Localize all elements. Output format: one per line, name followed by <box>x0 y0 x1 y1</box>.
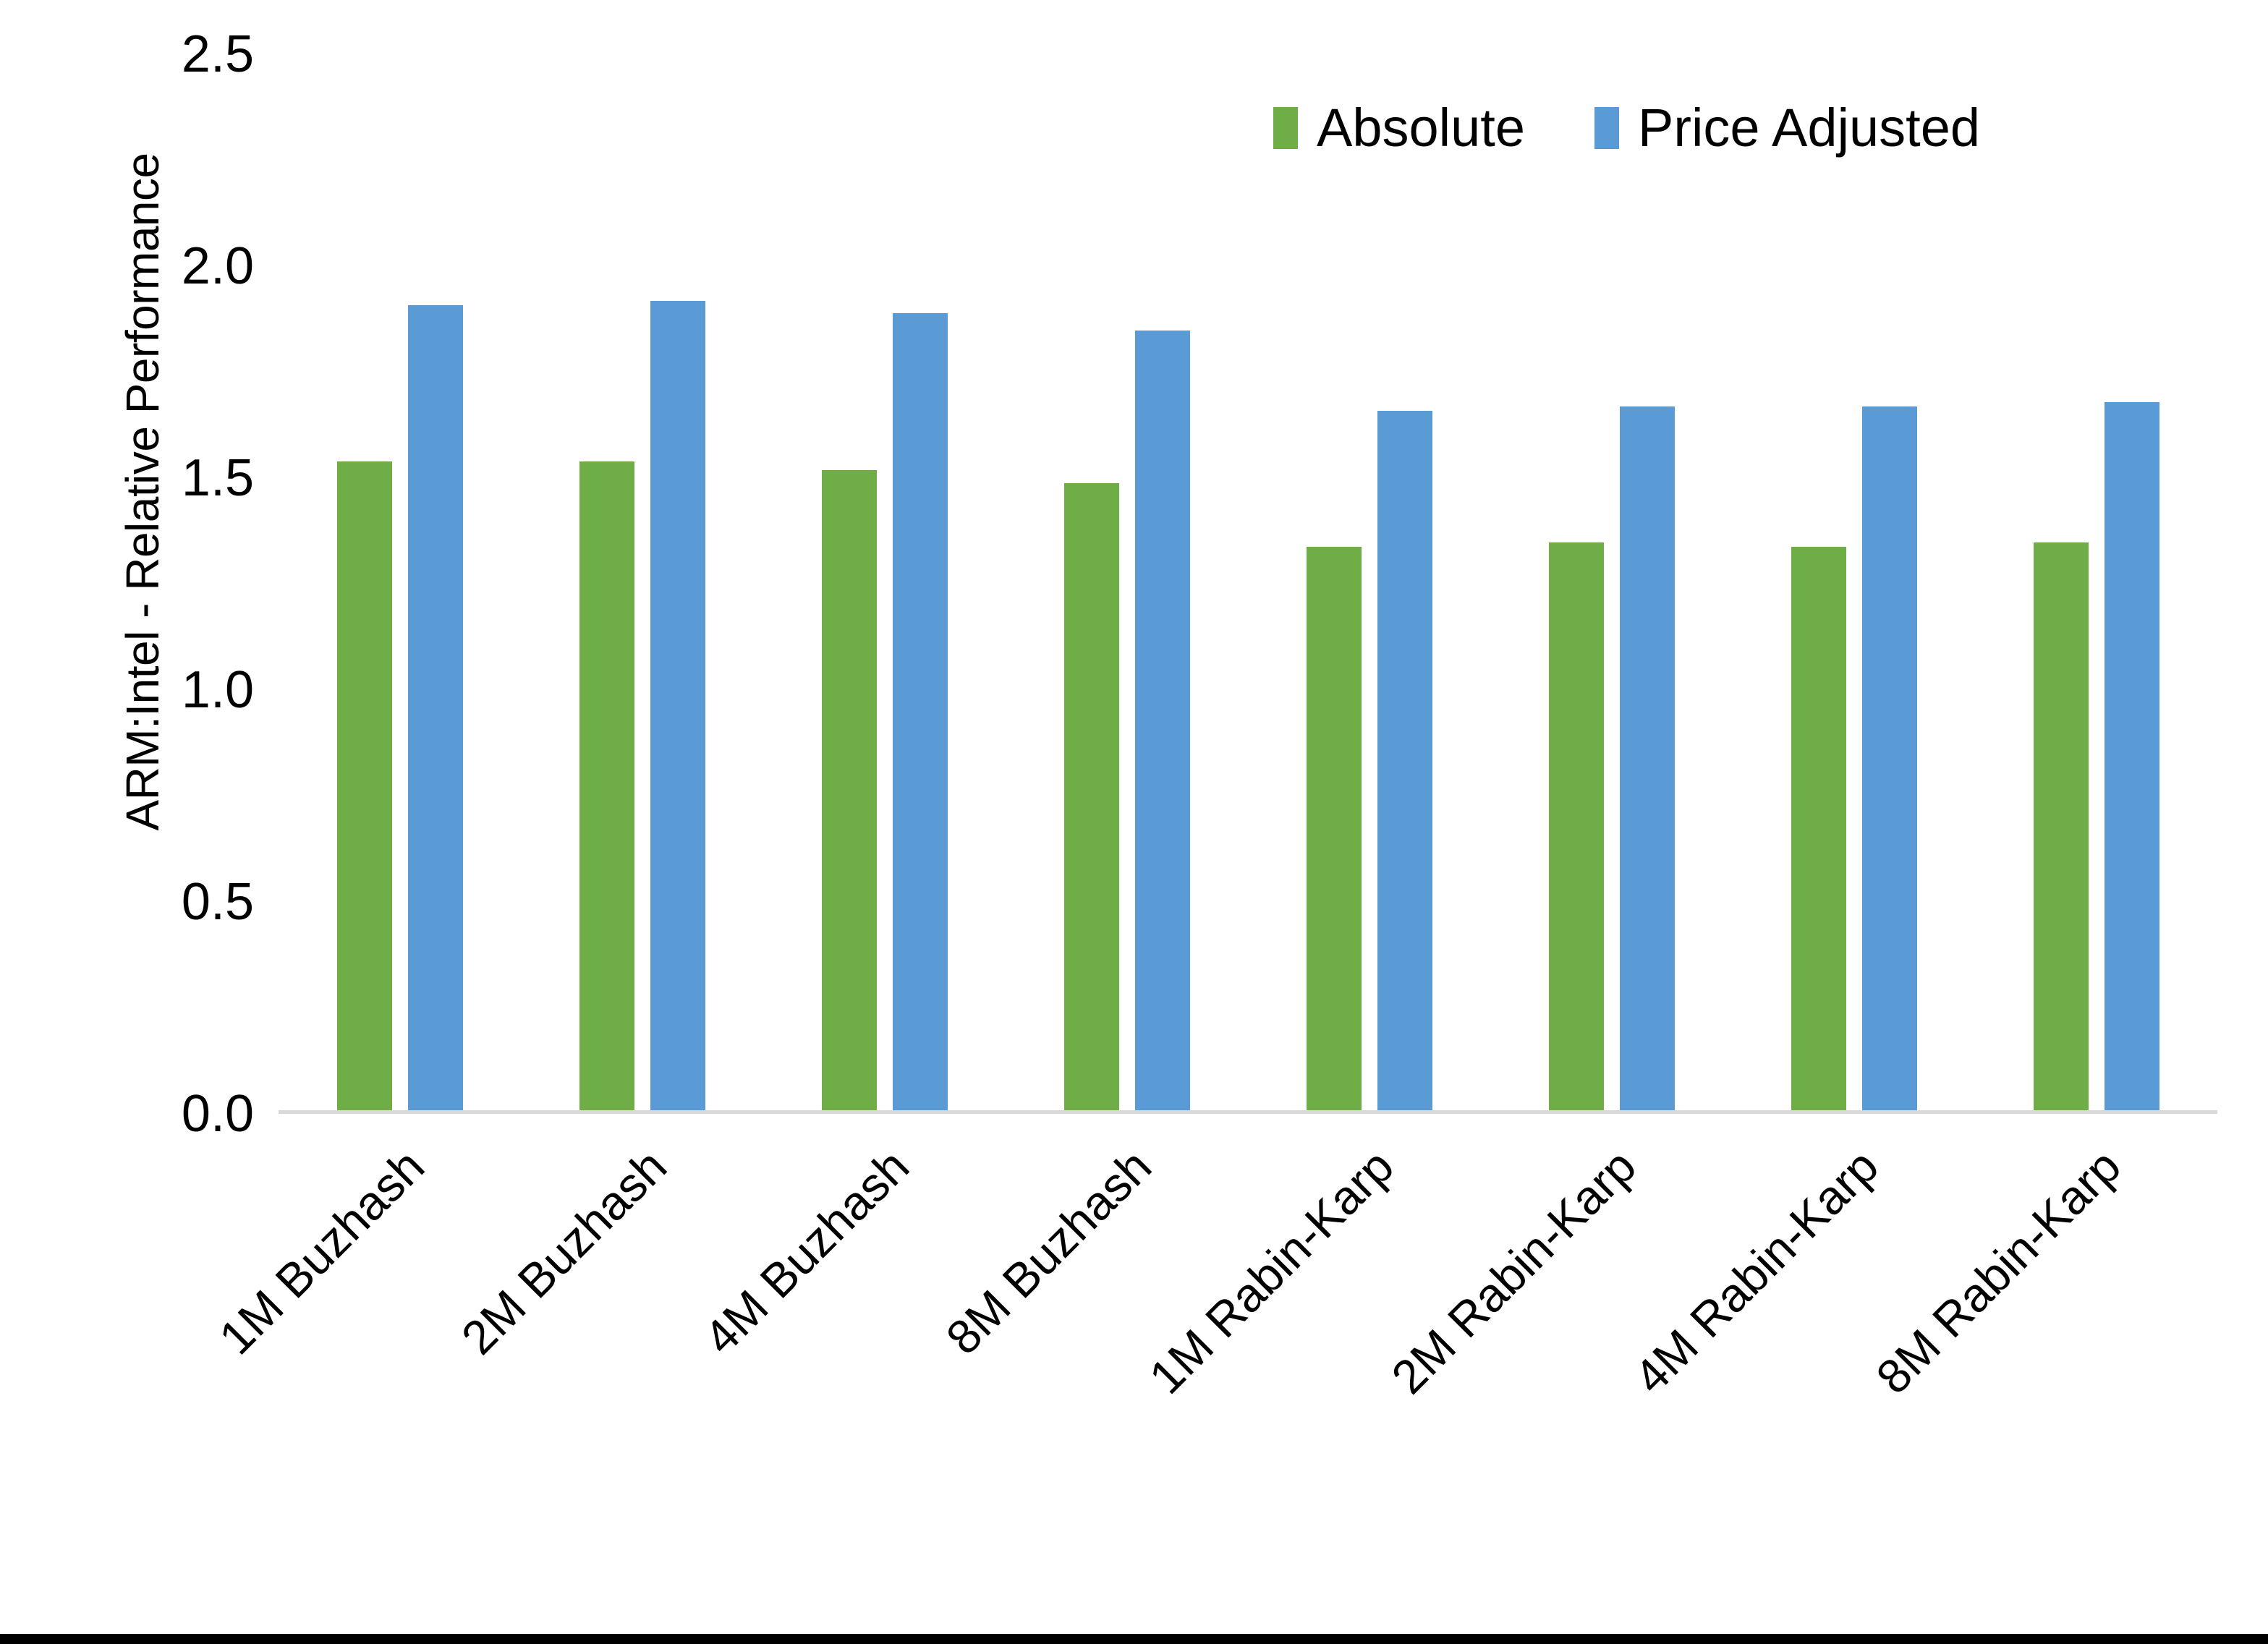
bar-price-adjusted[interactable] <box>1619 406 1675 1110</box>
x-axis-tick-label: 1M Buzhash <box>208 1138 434 1365</box>
bar-series-container <box>279 51 2217 1110</box>
y-axis-title: ARM:Intel - Relative Performance <box>116 153 169 831</box>
y-axis-tick-label: 1.5 <box>181 449 254 507</box>
bar-absolute[interactable] <box>579 461 634 1110</box>
y-axis-tick-label: 2.5 <box>181 25 254 83</box>
legend-label: Absolute <box>1317 98 1525 158</box>
bar-price-adjusted[interactable] <box>1861 406 1917 1110</box>
bar-group <box>1975 51 2217 1110</box>
legend-item-price-adjusted[interactable]: Price Adjusted <box>1594 101 1980 155</box>
bar-absolute[interactable] <box>2033 542 2089 1110</box>
bar-absolute[interactable] <box>821 470 877 1110</box>
bar-price-adjusted[interactable] <box>650 300 705 1110</box>
bar-price-adjusted[interactable] <box>1134 330 1190 1110</box>
y-axis-tick-label: 0.0 <box>181 1085 254 1143</box>
legend-label: Price Adjusted <box>1637 98 1981 158</box>
bar-absolute[interactable] <box>336 461 392 1110</box>
y-axis-tick-label: 2.0 <box>181 237 254 295</box>
legend-swatch-icon <box>1594 107 1619 149</box>
legend-swatch-icon <box>1273 107 1298 149</box>
y-axis-tick-label: 0.5 <box>181 873 254 931</box>
bar-absolute[interactable] <box>1306 546 1362 1110</box>
bar-group <box>1006 51 1248 1110</box>
bar-absolute[interactable] <box>1548 542 1604 1110</box>
x-axis-tick-cell: 8M Rabin-Karp <box>1866 1125 2217 1502</box>
x-axis-baseline <box>279 1110 2217 1114</box>
bar-absolute[interactable] <box>1063 482 1119 1110</box>
bar-group <box>279 51 521 1110</box>
y-axis-tick-label: 1.0 <box>181 661 254 719</box>
bar-price-adjusted[interactable] <box>407 304 463 1110</box>
plot-area: 2.5 2.0 1.5 1.0 0.5 0.0 <box>182 28 2217 1140</box>
chart-legend: Absolute Price Adjusted <box>1273 101 1980 155</box>
bar-price-adjusted[interactable] <box>2104 402 2159 1110</box>
bar-group <box>763 51 1006 1110</box>
bar-group <box>1490 51 1733 1110</box>
bar-group <box>521 51 763 1110</box>
bar-price-adjusted[interactable] <box>1377 411 1432 1110</box>
bar-group <box>1248 51 1490 1110</box>
legend-item-absolute[interactable]: Absolute <box>1273 101 1525 155</box>
x-axis-tick-labels: 1M Buzhash 2M Buzhash 4M Buzhash 8M Buzhash… <box>208 1125 2217 1502</box>
bar-absolute[interactable] <box>1791 546 1846 1110</box>
bar-group <box>1733 51 1975 1110</box>
bar-price-adjusted[interactable] <box>892 313 948 1110</box>
